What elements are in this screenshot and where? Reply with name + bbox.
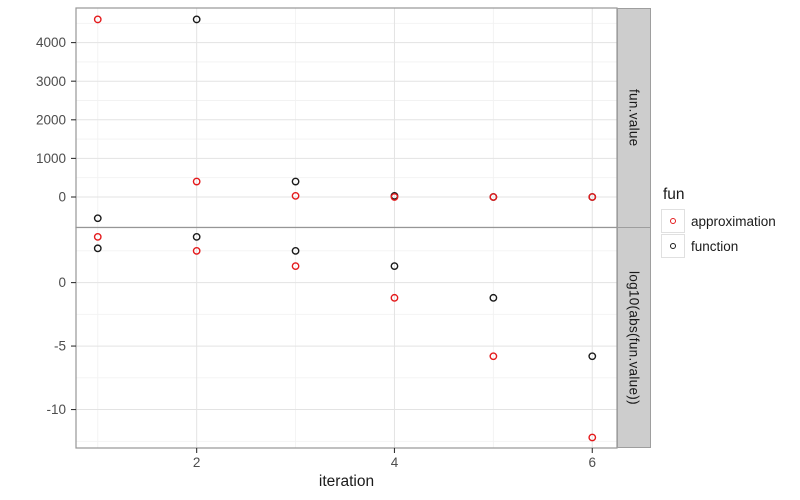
x-tick-label: 6 <box>589 455 597 470</box>
legend-key-box <box>661 209 685 233</box>
legend-items: approximation function <box>661 209 776 258</box>
data-point-function <box>93 214 102 223</box>
legend-title: fun <box>663 186 685 203</box>
data-point-approximation <box>588 193 597 201</box>
data-point-approximation <box>390 293 399 302</box>
data-point-approximation <box>93 15 102 24</box>
facet-strip-fun-value: fun.value <box>617 8 651 228</box>
data-point-function <box>390 262 399 270</box>
open-circle-icon <box>669 242 677 250</box>
facet-strip-log10-abs-fun-value: log10(abs(fun.value)) <box>617 227 651 448</box>
legend-item-label: approximation <box>691 213 776 229</box>
data-point-function <box>489 293 498 302</box>
legend-item-function: function <box>661 234 776 258</box>
x-tick-label: 2 <box>193 455 201 470</box>
data-point-function <box>291 246 300 255</box>
data-point-approximation <box>390 193 399 201</box>
y-tick-label: 0 <box>58 275 66 290</box>
data-point-approximation <box>489 352 498 361</box>
y-tick-label: 0 <box>58 190 66 205</box>
data-point-approximation <box>489 193 498 201</box>
legend-item-approximation: approximation <box>661 209 776 233</box>
data-point-approximation <box>588 433 597 442</box>
data-point-function <box>588 352 597 361</box>
facet-panel <box>76 227 617 448</box>
y-tick-label: -5 <box>54 339 66 354</box>
open-circle-icon <box>669 217 677 225</box>
y-tick-label: 2000 <box>36 112 66 127</box>
data-point-approximation <box>291 191 300 200</box>
legend-item-label: function <box>691 238 739 254</box>
data-point-approximation <box>192 246 201 255</box>
facet-strip-label: fun.value <box>626 89 642 147</box>
data-point-approximation <box>192 177 201 186</box>
data-point-function <box>192 232 201 241</box>
legend: fun approximation function <box>661 186 776 259</box>
x-tick-label: 4 <box>391 455 399 470</box>
y-tick-label: 3000 <box>36 74 66 89</box>
data-point-approximation <box>93 232 102 241</box>
y-tick-label: 1000 <box>36 151 66 166</box>
y-tick-label: -10 <box>46 402 66 417</box>
data-point-function <box>93 244 102 253</box>
x-axis-title: iteration <box>318 473 375 490</box>
data-point-function <box>192 15 201 24</box>
data-point-function <box>291 177 300 186</box>
facet-strip-label: log10(abs(fun.value)) <box>626 270 642 405</box>
data-point-approximation <box>291 262 300 270</box>
legend-key-box <box>661 234 685 258</box>
y-tick-label: 4000 <box>36 35 66 50</box>
facet-panel <box>76 8 617 228</box>
